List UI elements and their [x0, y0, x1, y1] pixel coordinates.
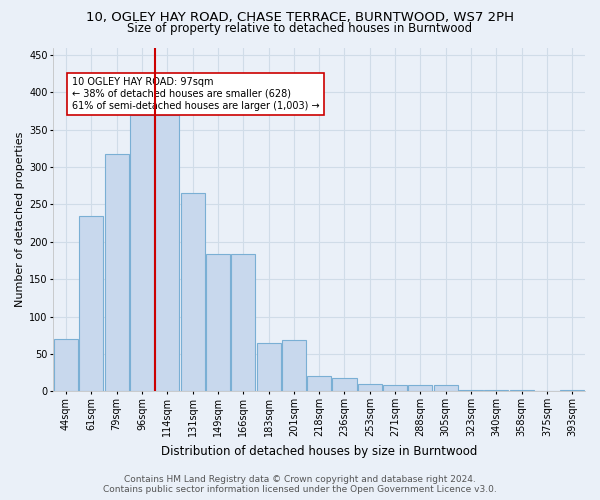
Bar	[79, 216, 103, 391]
Bar	[560, 390, 584, 391]
Bar	[434, 384, 458, 391]
Bar	[383, 386, 407, 391]
Text: Contains HM Land Registry data © Crown copyright and database right 2024.
Contai: Contains HM Land Registry data © Crown c…	[103, 474, 497, 494]
Bar	[307, 376, 331, 391]
Bar	[155, 115, 179, 391]
Text: Size of property relative to detached houses in Burntwood: Size of property relative to detached ho…	[127, 22, 473, 35]
X-axis label: Distribution of detached houses by size in Burntwood: Distribution of detached houses by size …	[161, 444, 478, 458]
Bar	[409, 386, 433, 391]
Bar	[54, 339, 78, 391]
Text: 10 OGLEY HAY ROAD: 97sqm
← 38% of detached houses are smaller (628)
61% of semi-: 10 OGLEY HAY ROAD: 97sqm ← 38% of detach…	[71, 78, 319, 110]
Bar	[181, 193, 205, 391]
Bar	[282, 340, 306, 391]
Bar	[104, 154, 128, 391]
Bar	[130, 115, 154, 391]
Bar	[459, 390, 483, 391]
Bar	[358, 384, 382, 391]
Y-axis label: Number of detached properties: Number of detached properties	[15, 132, 25, 307]
Bar	[206, 254, 230, 391]
Bar	[509, 390, 534, 391]
Bar	[231, 254, 255, 391]
Text: 10, OGLEY HAY ROAD, CHASE TERRACE, BURNTWOOD, WS7 2PH: 10, OGLEY HAY ROAD, CHASE TERRACE, BURNT…	[86, 11, 514, 24]
Bar	[257, 342, 281, 391]
Bar	[484, 390, 508, 391]
Bar	[332, 378, 356, 391]
